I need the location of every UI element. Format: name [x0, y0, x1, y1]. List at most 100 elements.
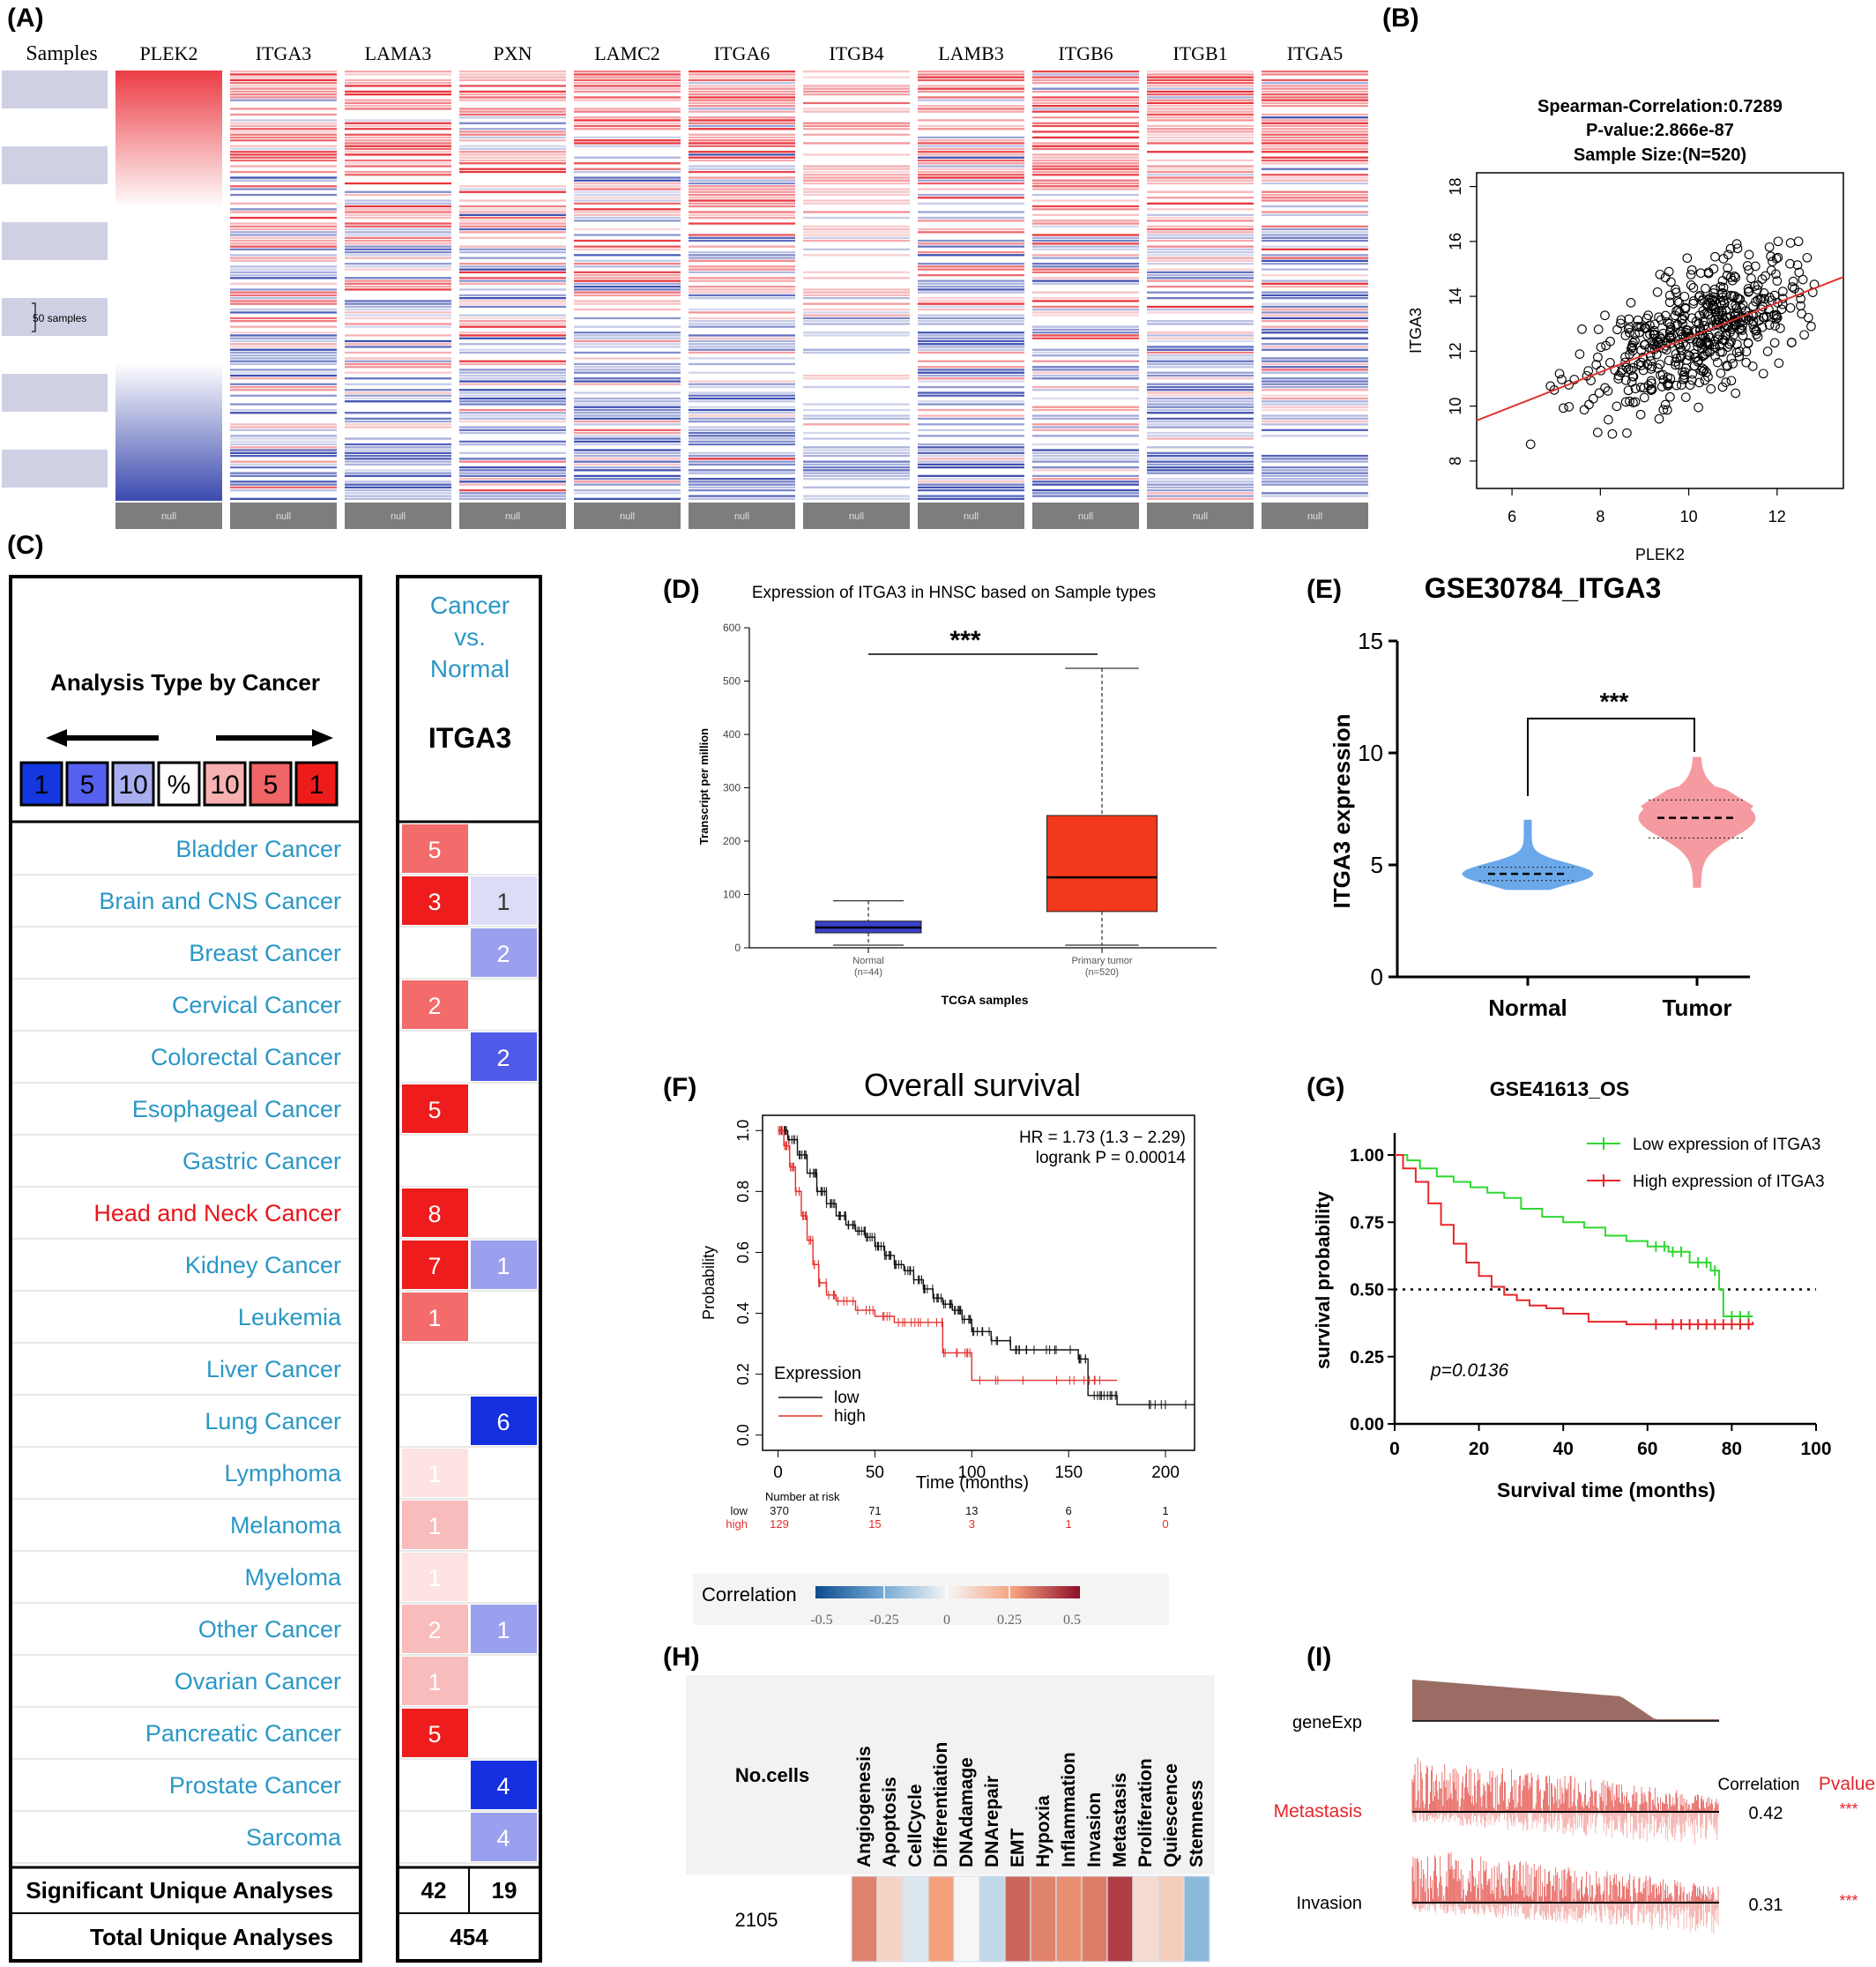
- heatmap-stripe: [459, 302, 566, 305]
- b-point: [1732, 243, 1743, 254]
- heatmap-stripe: [230, 394, 337, 397]
- heatmap-footer: [230, 503, 337, 529]
- heatmap-stripe: [689, 391, 795, 394]
- b-fit-line: [1476, 276, 1844, 421]
- heatmap-stripe: [345, 90, 451, 93]
- heatmap-stripe: [1147, 362, 1254, 366]
- b-point: [1646, 364, 1656, 374]
- heatmap-stripe: [918, 182, 1024, 185]
- heatmap-stripe: [574, 417, 681, 420]
- heatmap-stripe: [918, 242, 1024, 245]
- heatmap-stripe: [689, 122, 795, 124]
- heatmap-stripe: [459, 199, 566, 202]
- b-point: [1652, 287, 1663, 297]
- heatmap-stripe: [459, 492, 566, 495]
- heatmap-stripe: [918, 227, 1024, 231]
- heatmap-stripe: [689, 268, 795, 271]
- f-risk-value: 0: [1162, 1517, 1168, 1531]
- heatmap-stripe: [459, 474, 566, 477]
- heatmap-stripe: [689, 170, 795, 174]
- heatmap-stripe: [230, 294, 337, 297]
- heatmap-stripe: [230, 108, 337, 110]
- heatmap-stripe: [1147, 159, 1254, 162]
- f-legend-label: high: [834, 1407, 866, 1426]
- heatmap-stripe: [1262, 190, 1368, 193]
- heatmap-stripe: [918, 162, 1024, 165]
- b-point: [1806, 321, 1816, 332]
- heatmap-stripe: [574, 400, 681, 403]
- heatmap-stripe: [230, 145, 337, 147]
- heatmap-stripe: [459, 440, 566, 443]
- heatmap-stripe: [459, 236, 566, 239]
- i-correlation-header: Correlation: [1718, 1776, 1800, 1794]
- b-point: [1682, 253, 1693, 264]
- heatmap-stripe: [689, 428, 795, 431]
- heatmap-stripe: [459, 397, 566, 400]
- heatmap-stripe: [230, 309, 337, 311]
- heatmap-stripe: [345, 300, 451, 302]
- heatmap-column-label: LAMB3: [938, 42, 1004, 64]
- panel-label-c: (C): [7, 531, 44, 560]
- heatmap-stripe: [1032, 351, 1139, 354]
- heatmap-stripe: [574, 108, 681, 110]
- heatmap-stripe: [918, 495, 1024, 497]
- heatmap-stripe: [459, 317, 566, 320]
- b-point: [1630, 336, 1640, 346]
- heatmap-stripe: [1032, 71, 1139, 73]
- b-title-line2: P-value:2.866e-87: [1586, 121, 1734, 140]
- heatmap-stripe: [1147, 446, 1254, 449]
- heatmap-stripe: [918, 414, 1024, 417]
- c-total-label: Total Unique Analyses: [90, 1924, 333, 1950]
- heatmap-stripe: [345, 73, 451, 76]
- heatmap-stripe: [1262, 305, 1368, 309]
- heatmap-stripe: [1262, 406, 1368, 408]
- heatmap-stripe: [1147, 426, 1254, 428]
- heatmap-stripe: [574, 116, 681, 119]
- heatmap-stripe: [803, 168, 910, 170]
- f-risk-row-label: low: [730, 1504, 748, 1517]
- heatmap-stripe: [689, 168, 795, 170]
- heatmap-stripe: [1262, 85, 1368, 87]
- heatmap-stripe: [574, 71, 681, 73]
- heatmap-column-label: ITGA3: [256, 42, 312, 64]
- heatmap-stripe: [1147, 279, 1254, 282]
- heatmap-stripe: [459, 323, 566, 325]
- b-point: [1665, 391, 1675, 402]
- heatmap-stripe: [1032, 458, 1139, 460]
- i-track-label-geneexp: geneExp: [1292, 1713, 1362, 1732]
- heatmap-stripe: [689, 153, 795, 156]
- heatmap-stripe: [803, 188, 910, 190]
- heatmap-stripe: [1147, 87, 1254, 90]
- e-violin-body: [1638, 756, 1756, 888]
- heatmap-stripe: [1147, 182, 1254, 185]
- heatmap-stripe: [1147, 236, 1254, 239]
- heatmap-stripe: [459, 420, 566, 423]
- b-point: [1709, 284, 1720, 294]
- heatmap-stripe: [918, 302, 1024, 305]
- b-point: [1771, 269, 1781, 279]
- heatmap-stripe: [918, 245, 1024, 248]
- heatmap-stripe: [803, 469, 910, 472]
- heatmap-stripe: [1147, 231, 1254, 234]
- heatmap-stripe: [459, 110, 566, 113]
- heatmap-stripe: [918, 360, 1024, 362]
- heatmap-stripe: [345, 371, 451, 374]
- heatmap-stripe: [1147, 93, 1254, 96]
- heatmap-stripe: [574, 216, 681, 220]
- b-point: [1545, 381, 1556, 391]
- heatmap-stripe: [345, 162, 451, 165]
- heatmap-stripe: [1147, 165, 1254, 168]
- heatmap-stripe: [1262, 234, 1368, 236]
- heatmap-stripe: [918, 274, 1024, 277]
- heatmap-stripe: [689, 317, 795, 320]
- f-risk-row-label: high: [726, 1517, 748, 1531]
- heatmap-stripe: [230, 153, 337, 156]
- heatmap-stripe: [230, 291, 337, 294]
- heatmap-stripe: [459, 251, 566, 254]
- heatmap-stripe: [689, 451, 795, 454]
- heatmap-stripe: [230, 82, 337, 85]
- heatmap-stripe: [1147, 466, 1254, 469]
- heatmap-stripe: [1262, 93, 1368, 96]
- heatmap-stripe: [574, 259, 681, 262]
